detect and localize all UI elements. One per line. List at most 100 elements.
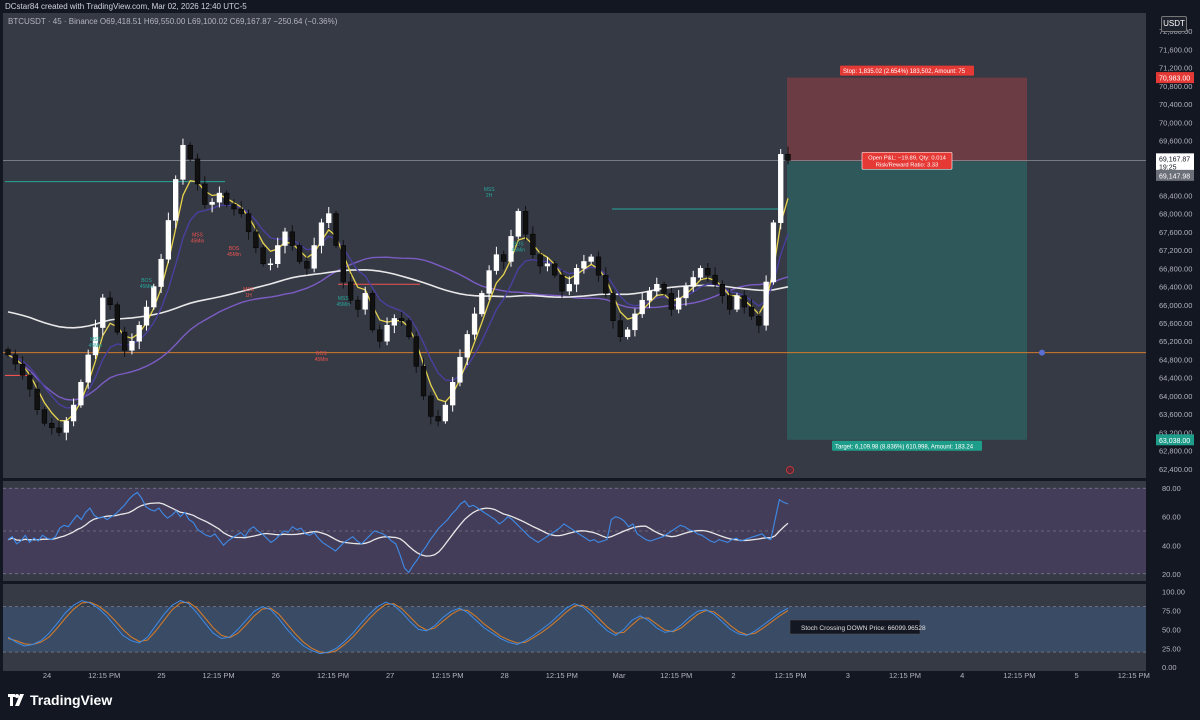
rsi-axis-tick: 20.00	[1162, 570, 1181, 579]
candle-body	[253, 231, 259, 249]
candle-body	[406, 320, 412, 337]
currency-button[interactable]: USDT	[1161, 16, 1187, 32]
candle-body	[763, 281, 769, 326]
risk-reward-label: Risk/Reward Ratio: 3.33	[876, 162, 939, 168]
price-axis-tick: 67,200.00	[1159, 246, 1192, 255]
candle-body	[748, 306, 755, 317]
candle-body	[501, 254, 507, 262]
candle-body	[180, 144, 186, 180]
candle-body	[275, 245, 281, 264]
candle-body	[712, 274, 718, 285]
candle-body	[231, 204, 237, 210]
price-axis-tick: 64,000.00	[1159, 392, 1192, 401]
stoch-label: Stoch Crossing DOWN Price: 66099.96528	[801, 625, 926, 632]
candle-body	[661, 284, 667, 294]
stop-price-badge-box	[1156, 72, 1194, 84]
time-axis-label: 12:15 PM	[1003, 671, 1035, 680]
time-axis-label: 25	[157, 671, 165, 680]
price-axis-tick: 68,000.00	[1159, 210, 1192, 219]
brand-name: TradingView	[30, 692, 113, 708]
chart-header: DCstar84 created with TradingView.com, M…	[5, 2, 247, 11]
time-axis-label: Mar	[613, 671, 626, 680]
target-price-badge-box	[1156, 434, 1194, 446]
candle-body	[442, 404, 449, 422]
time-axis-label: 12:15 PM	[660, 671, 692, 680]
time-axis-label: 12:15 PM	[88, 671, 120, 680]
time-axis-label: 12:15 PM	[317, 671, 349, 680]
candle-body	[92, 327, 99, 356]
candle-body	[63, 420, 69, 433]
candle-body	[632, 313, 638, 331]
candle-body	[610, 293, 616, 321]
candle-body	[457, 356, 463, 383]
candle-body	[85, 354, 91, 383]
candle-body	[741, 295, 747, 308]
candle-body	[209, 201, 215, 205]
candle-body	[493, 254, 500, 271]
stoch-axis-tick: 0.00	[1162, 663, 1177, 672]
candle-body	[559, 274, 565, 292]
time-axis-label: 3	[846, 671, 850, 680]
price-axis-tick: 62,400.00	[1159, 465, 1192, 474]
stoch-axis-tick: 50.00	[1162, 625, 1181, 634]
price-axis-tick: 65,600.00	[1159, 319, 1192, 328]
candle-body	[143, 306, 150, 326]
rsi-average-line	[7, 502, 789, 557]
candle-body	[486, 270, 492, 294]
candle-body	[326, 213, 332, 223]
candle-body	[471, 313, 478, 335]
last-price-badge: 69,167.87	[1159, 156, 1190, 163]
candle-body	[617, 320, 623, 337]
target-label-box	[832, 440, 982, 451]
structure-annotation: MSS	[243, 287, 255, 293]
time-axis-label: 12:15 PM	[775, 671, 807, 680]
candle-body	[719, 284, 726, 296]
candle-body	[27, 375, 33, 390]
rsi-line	[7, 491, 789, 574]
tradingview-logo-icon	[8, 694, 24, 706]
candle-body	[107, 297, 113, 306]
candle-body	[530, 233, 536, 255]
time-axis-label: 24	[43, 671, 51, 680]
candle-body	[384, 325, 390, 342]
candle-body	[49, 423, 55, 429]
candle-body	[267, 263, 274, 265]
candle-body	[581, 261, 587, 269]
time-axis-label: 5	[1075, 671, 1079, 680]
candle-body	[151, 286, 157, 308]
stop-loss-zone	[787, 77, 1027, 162]
candle-body	[428, 395, 434, 417]
stop-price-badge: 70,983.00	[1159, 76, 1190, 83]
time-axis-label: 12:15 PM	[431, 671, 463, 680]
candle-body	[595, 256, 602, 276]
candle-body	[340, 245, 346, 283]
candle-body	[347, 281, 354, 301]
time-axis-label: 27	[386, 671, 394, 680]
candle-body	[639, 299, 645, 315]
candle-body	[318, 222, 325, 246]
price-axis-tick: 70,400.00	[1159, 100, 1192, 109]
candle-body	[566, 284, 572, 292]
price-axis-tick: 64,800.00	[1159, 355, 1192, 364]
candle-body	[282, 231, 288, 246]
structure-annotation: BOS	[141, 278, 152, 284]
stop-label-box	[840, 65, 974, 76]
candle-body	[464, 334, 470, 358]
candle-body	[34, 388, 40, 410]
candle-body	[683, 286, 689, 299]
moving-average-line	[7, 256, 789, 401]
candle-body	[420, 366, 427, 397]
candle-body	[377, 329, 383, 342]
structure-annotation-timeframe: 2H	[486, 193, 493, 199]
price-axis-tick: 63,200.00	[1159, 428, 1192, 437]
candle-body	[202, 183, 208, 205]
candle-body	[136, 325, 142, 342]
candle-body	[479, 293, 485, 315]
candle-body	[100, 297, 106, 328]
candle-body	[56, 427, 62, 433]
time-axis-label: 2	[731, 671, 735, 680]
structure-annotation: MSS	[192, 232, 204, 238]
price-axis-tick: 70,800.00	[1159, 82, 1192, 91]
